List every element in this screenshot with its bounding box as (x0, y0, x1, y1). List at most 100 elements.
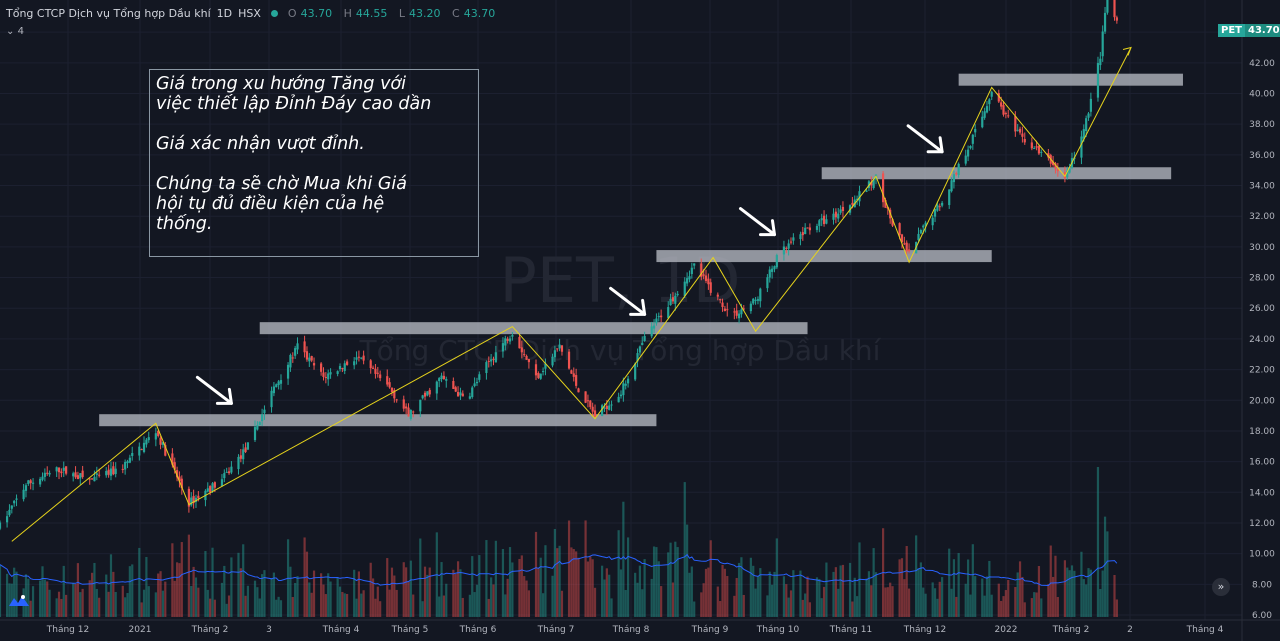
volume-bar (985, 576, 989, 617)
volume-bar (475, 584, 479, 617)
time-axis[interactable]: Tháng 12 2021 Tháng 2 3 Tháng 4 Tháng 5 Tháng … (0, 619, 1280, 635)
candle (270, 386, 273, 413)
market-status-icon (270, 10, 278, 17)
candle (1106, 0, 1109, 15)
candle (551, 353, 554, 368)
candle (43, 468, 46, 482)
candle (445, 376, 448, 388)
candle (577, 387, 580, 393)
zone-rectangle[interactable] (259, 322, 808, 335)
candle (1063, 166, 1067, 183)
symbol-name[interactable]: Tổng CTCP Dịch vụ Tổng hợp Dầu khí (6, 7, 211, 20)
volume-bar (799, 570, 802, 617)
candle (501, 337, 505, 358)
candle (492, 356, 495, 366)
candle (242, 443, 245, 465)
volume-bar (657, 561, 660, 617)
volume-bar (386, 558, 389, 617)
candle (534, 359, 538, 381)
white-arrow[interactable] (609, 286, 647, 316)
candle (1016, 124, 1019, 132)
annotation-textbox[interactable]: Giá trong xu hướng Tăng với việc thiết l… (149, 69, 479, 257)
candle (520, 340, 523, 359)
candle (841, 201, 845, 218)
volume-bar (610, 598, 613, 617)
candle (593, 404, 597, 418)
volume-bar (806, 576, 809, 617)
price-axis[interactable]: 6.00 8.00 10.00 12.00 14.00 16.00 18.00 20.00 22… (1241, 0, 1275, 641)
volume-bar (723, 568, 726, 617)
candle (1054, 161, 1057, 174)
candle (839, 205, 842, 215)
candle (8, 504, 11, 517)
candle (723, 305, 726, 312)
candle (686, 272, 689, 287)
candle (985, 101, 989, 114)
volume-bar (93, 562, 96, 617)
candle (138, 442, 141, 461)
volume-bar (15, 571, 18, 617)
trend-zigzag-line[interactable] (11, 47, 1132, 542)
volume-bar (742, 594, 745, 617)
volume-bar (1023, 602, 1026, 617)
candle (931, 214, 934, 231)
volume-bar (541, 593, 545, 617)
white-arrow[interactable] (738, 207, 776, 237)
price-tick-label: 24.00 (1249, 335, 1275, 345)
volume-bar (209, 598, 212, 617)
volume-bar (1037, 566, 1041, 617)
candle (858, 185, 861, 207)
candle (402, 395, 405, 412)
volume-bar (539, 557, 542, 617)
candle (657, 312, 660, 322)
volume-bar (792, 570, 795, 617)
volume-bar (560, 590, 564, 617)
candle (296, 337, 299, 355)
volume-bar (159, 571, 162, 617)
candle (1040, 149, 1043, 157)
candle (825, 214, 828, 225)
indicators-toggle[interactable]: ⌄ 4 (6, 26, 24, 37)
scroll-to-realtime-button[interactable]: » (1212, 578, 1230, 596)
zone-rectangle[interactable] (99, 414, 657, 427)
zone-rectangle[interactable] (656, 250, 992, 263)
candle (220, 474, 224, 487)
candle (669, 293, 672, 306)
volume-bar (983, 595, 986, 617)
candle (544, 358, 547, 376)
volume-bar (537, 568, 540, 617)
volume-bar (57, 591, 61, 617)
interval[interactable]: 1D (216, 7, 233, 20)
volume-bar (997, 583, 1000, 617)
volume-bar (1007, 580, 1010, 617)
candle (853, 195, 856, 208)
white-arrow[interactable] (906, 124, 944, 154)
annotation-arrows[interactable] (195, 46, 1132, 405)
volume-bar (1068, 570, 1071, 617)
white-arrow[interactable] (195, 375, 233, 405)
volume-bar (936, 598, 939, 617)
volume-bar (966, 559, 970, 617)
volume-bar (733, 595, 736, 617)
candle (272, 382, 276, 397)
candle (435, 380, 438, 400)
annotation-paragraph-3: Chúng ta sẽ chờ Mua khi Giá hội tụ đủ đi… (156, 174, 408, 234)
volume-bar (1080, 551, 1083, 617)
volume-bar (253, 580, 257, 617)
volume-bar (114, 591, 117, 617)
volume-bar (473, 592, 476, 617)
zone-rectangle[interactable] (958, 73, 1183, 86)
candle (343, 360, 346, 375)
volume-bar (782, 576, 786, 617)
candle (452, 377, 455, 390)
volume-bar (1063, 560, 1067, 617)
tradingview-logo-icon[interactable] (8, 592, 30, 608)
candle (109, 461, 113, 481)
time-tick-label: Tháng 2 (1052, 625, 1090, 635)
volume-bar (395, 589, 398, 617)
volume-bar (608, 574, 611, 617)
candle (804, 223, 807, 235)
zone-rectangle[interactable] (821, 167, 1172, 180)
volume-bar (735, 577, 738, 617)
